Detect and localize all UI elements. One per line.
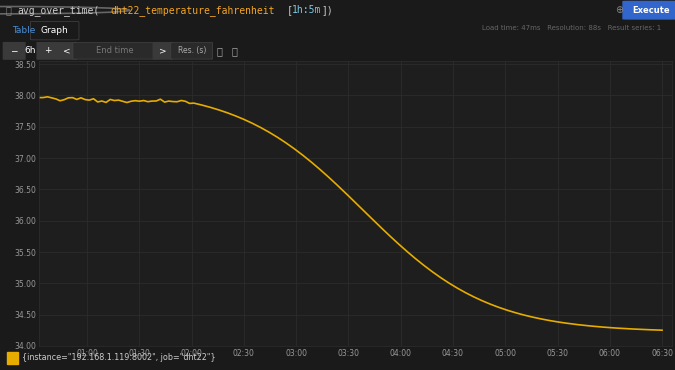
Text: avg_over_time(: avg_over_time( [17, 5, 99, 16]
Text: Load time: 47ms   Resolution: 88s   Result series: 1: Load time: 47ms Resolution: 88s Result s… [482, 26, 662, 31]
Text: ⊕: ⊕ [616, 5, 624, 15]
Text: {instance="192.168.1.119:8002", job="dht22"}: {instance="192.168.1.119:8002", job="dht… [22, 353, 215, 363]
Text: Res. (s): Res. (s) [178, 46, 206, 56]
Text: 6h: 6h [24, 46, 36, 56]
Text: ⌕: ⌕ [5, 5, 11, 15]
Text: 1h:5m: 1h:5m [292, 5, 321, 15]
Text: +: + [44, 46, 52, 56]
Text: Table: Table [12, 26, 36, 35]
Text: dht22_temperature_fahrenheit: dht22_temperature_fahrenheit [110, 5, 275, 16]
Text: End time: End time [96, 46, 134, 56]
Text: ]): ]) [321, 5, 333, 15]
FancyBboxPatch shape [623, 1, 675, 19]
Text: Execute: Execute [632, 6, 670, 15]
Text: Graph: Graph [40, 26, 69, 35]
FancyBboxPatch shape [37, 43, 59, 59]
Text: −: − [10, 46, 18, 56]
Text: [: [ [287, 5, 293, 15]
FancyBboxPatch shape [3, 43, 25, 59]
FancyBboxPatch shape [57, 43, 76, 59]
FancyBboxPatch shape [153, 43, 172, 59]
Text: >: > [159, 46, 167, 56]
FancyBboxPatch shape [73, 43, 157, 59]
Text: <: < [63, 46, 71, 56]
Text: ⫶: ⫶ [232, 46, 238, 56]
FancyBboxPatch shape [171, 43, 213, 59]
Bar [7, 352, 18, 364]
FancyBboxPatch shape [30, 21, 79, 40]
Text: 〜: 〜 [217, 46, 222, 56]
